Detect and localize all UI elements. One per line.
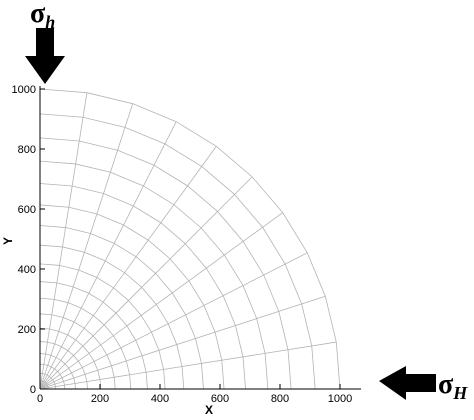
left-arrow-icon [379, 366, 436, 400]
mesh-ring [39, 225, 204, 390]
y-tick-label: 1000 [12, 84, 36, 96]
y-tick-label: 800 [18, 144, 36, 156]
y-tick-label: 200 [18, 324, 36, 336]
mesh-ring [39, 183, 246, 390]
mesh-ring [39, 297, 132, 390]
mesh-ring [39, 380, 49, 390]
mesh-radial-line [39, 146, 217, 390]
mesh-ring [39, 327, 102, 390]
mesh-ring [39, 160, 269, 390]
mesh-radial-line [39, 121, 177, 390]
mesh-ring [39, 341, 88, 390]
mesh-ring [39, 263, 166, 390]
mesh-ring [39, 88, 341, 390]
horizontal-load-label: σH [438, 369, 468, 403]
y-tick-label: 400 [18, 264, 36, 276]
mesh-grid [39, 88, 341, 390]
x-axis-title: X [205, 403, 213, 417]
mesh-ring [39, 281, 148, 390]
x-tick-label: 400 [151, 393, 169, 405]
mesh-ring [39, 137, 292, 390]
x-tick-label: 0 [37, 393, 43, 405]
vertical-load: σh [25, 0, 65, 84]
x-tick-label: 800 [271, 393, 289, 405]
mesh-ring [39, 363, 66, 390]
down-arrow-icon [25, 28, 65, 84]
mesh-ring [39, 244, 185, 390]
y-tick-label: 600 [18, 204, 36, 216]
mesh-ring [39, 385, 44, 390]
mesh-radial-line [39, 295, 326, 390]
mesh-radial-line [39, 92, 88, 390]
mesh-ring [39, 204, 225, 390]
axis-ticks: 0 200 400 600 800 1000 0 200 400 600 800 1000 [12, 84, 353, 405]
y-axis-title: Y [1, 237, 15, 245]
x-tick-label: 200 [91, 393, 109, 405]
x-tick-label: 1000 [328, 393, 352, 405]
mesh-ring [39, 313, 116, 390]
mesh-radial-line [39, 103, 134, 390]
x-tick-label: 600 [211, 393, 229, 405]
y-tick-label: 0 [30, 384, 36, 396]
mesh-radial-line [39, 176, 253, 390]
mesh-ring [39, 353, 76, 390]
mesh-radial-line [39, 252, 308, 390]
mesh-ring [39, 113, 316, 390]
mesh-ring [39, 372, 57, 390]
vertical-load-label: σh [30, 0, 55, 32]
horizontal-load: σH [379, 366, 468, 403]
axes [39, 86, 361, 390]
mesh-radial-line [39, 212, 283, 390]
mesh-radial-line [39, 341, 337, 390]
